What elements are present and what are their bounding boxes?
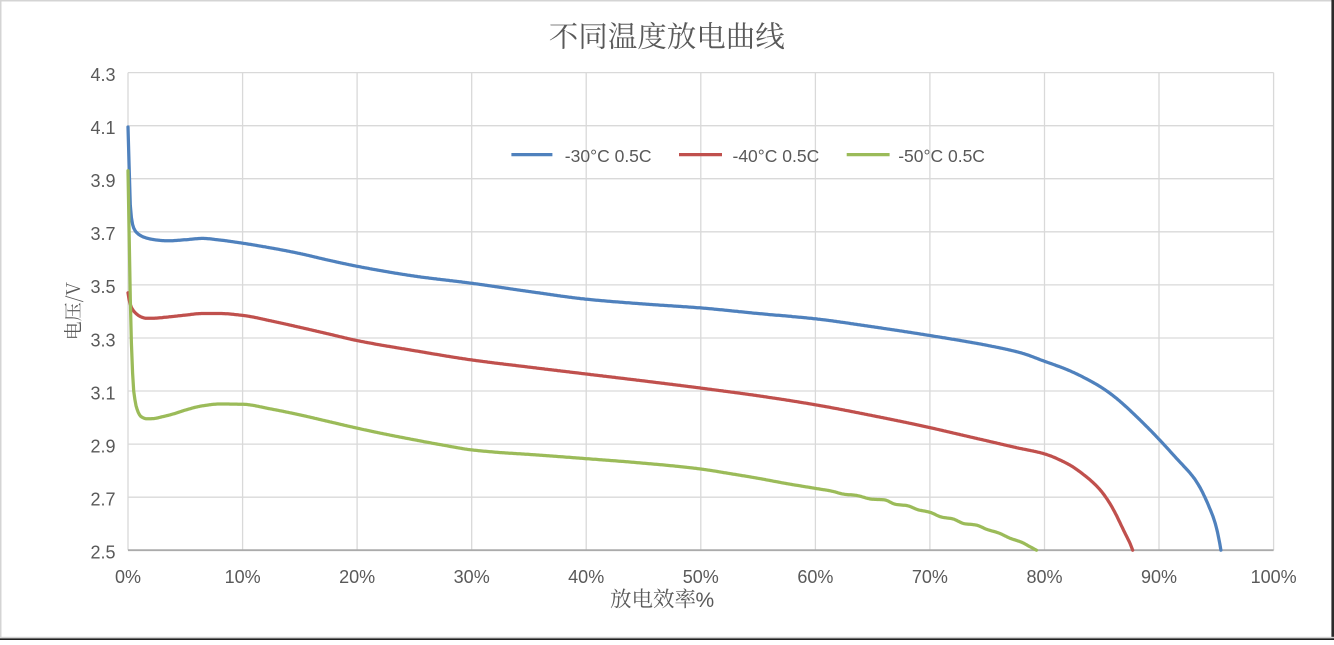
- svg-text:2.5: 2.5: [90, 543, 115, 563]
- svg-text:90%: 90%: [1141, 567, 1177, 587]
- svg-text:100%: 100%: [1251, 567, 1297, 587]
- svg-text:60%: 60%: [797, 567, 833, 587]
- svg-text:20%: 20%: [339, 567, 375, 587]
- svg-text:3.3: 3.3: [90, 330, 115, 350]
- svg-text:0%: 0%: [115, 567, 141, 587]
- svg-text:4.1: 4.1: [90, 118, 115, 138]
- svg-text:30%: 30%: [454, 567, 490, 587]
- svg-text:50%: 50%: [683, 567, 719, 587]
- svg-text:-50°C 0.5C: -50°C 0.5C: [898, 146, 985, 166]
- svg-text:10%: 10%: [225, 567, 261, 587]
- svg-text:70%: 70%: [912, 567, 948, 587]
- svg-text:3.1: 3.1: [90, 383, 115, 403]
- svg-text:2.7: 2.7: [90, 490, 115, 510]
- svg-text:4.3: 4.3: [90, 65, 115, 85]
- svg-text:2.9: 2.9: [90, 436, 115, 456]
- svg-text:3.7: 3.7: [90, 224, 115, 244]
- svg-text:%: %: [696, 589, 715, 612]
- svg-text:3.5: 3.5: [90, 277, 115, 297]
- svg-text:-30°C 0.5C: -30°C 0.5C: [565, 146, 652, 166]
- svg-text:-40°C 0.5C: -40°C 0.5C: [733, 146, 820, 166]
- svg-text:80%: 80%: [1026, 567, 1062, 587]
- svg-text:40%: 40%: [568, 567, 604, 587]
- svg-text:3.9: 3.9: [90, 171, 115, 191]
